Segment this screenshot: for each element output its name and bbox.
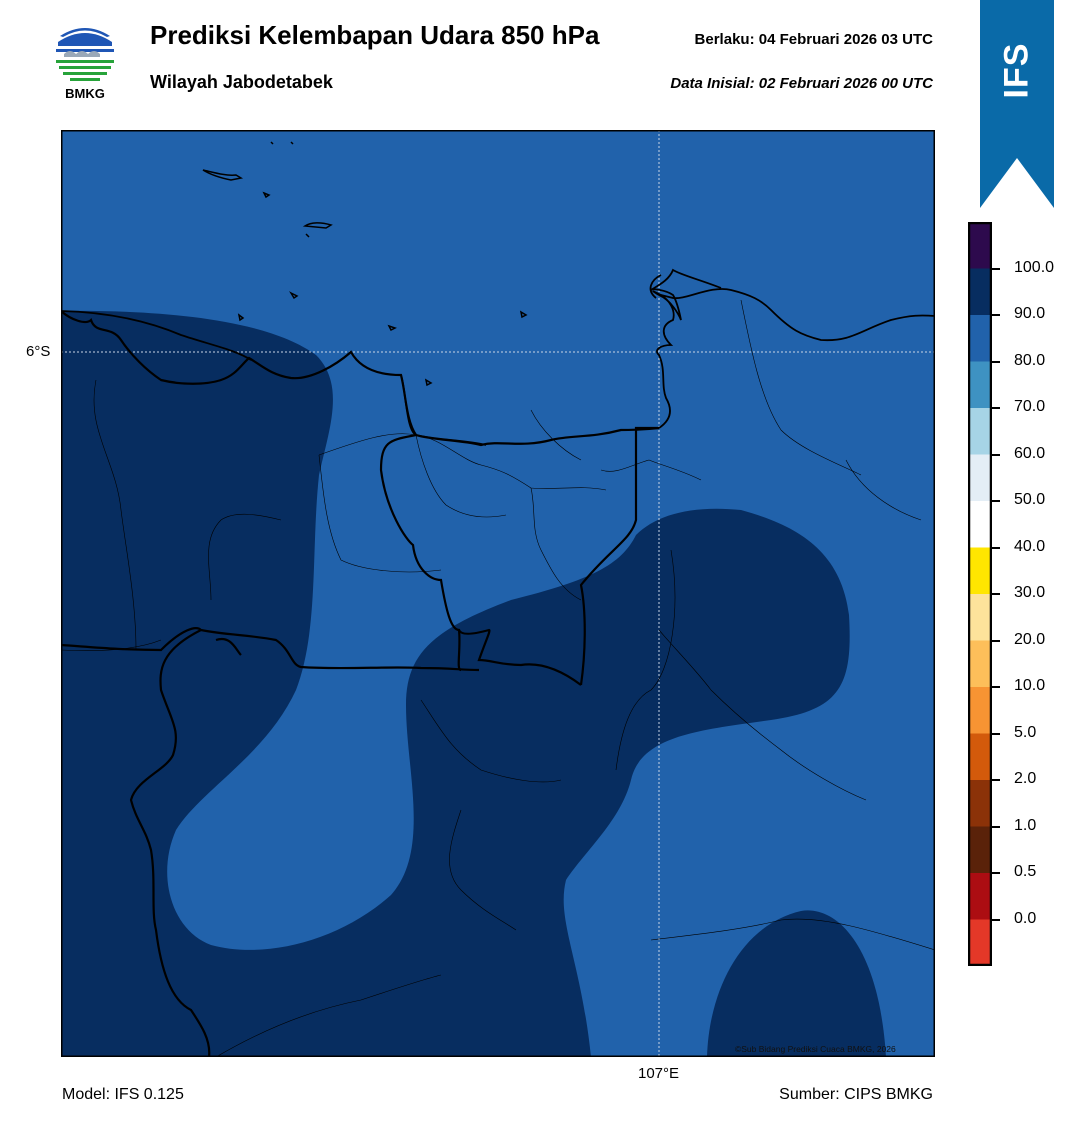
colorbar-tick-label: 20.0: [1014, 630, 1046, 648]
colorbar-tick: [992, 360, 1000, 363]
colorbar-tick-label: 40.0: [1014, 537, 1046, 555]
colorbar-segment: [968, 547, 992, 595]
province-boundaries: [61, 310, 660, 1057]
ifs-label: IFS: [997, 42, 1036, 98]
map-subtitle: Wilayah Jabodetabek: [150, 72, 333, 92]
copyright-text: ©Sub Bidang Prediksi Cuaca BMKG, 2026: [735, 1044, 896, 1054]
humidity-colorbar: [968, 222, 992, 966]
colorbar-segment: [968, 733, 992, 781]
colorbar-tick: [992, 267, 1000, 270]
colorbar-tick: [992, 500, 1000, 502]
humidity-map: [61, 130, 935, 1057]
colorbar-tick: [992, 639, 1000, 642]
colorbar-tick: [992, 593, 1000, 595]
colorbar-tick-label: 2.0: [1014, 770, 1037, 787]
colorbar-segment: [968, 501, 992, 548]
colorbar-segment: [968, 408, 992, 455]
colorbar-tick-label: 0.0: [1014, 909, 1037, 927]
colorbar-tick-label: 5.0: [1014, 723, 1037, 741]
colorbar-tick: [992, 825, 1000, 828]
colorbar-tick: [992, 779, 1000, 781]
colorbar-tick-label: 10.0: [1014, 677, 1046, 694]
ifs-ribbon-badge: [980, 0, 1054, 208]
logo-text: BMKG: [65, 86, 105, 101]
colorbar-tick-label: 80.0: [1014, 351, 1046, 369]
colorbar-segment: [968, 687, 992, 734]
colorbar-tick-label: 70.0: [1014, 398, 1046, 415]
colorbar-tick: [992, 686, 1000, 688]
latitude-label: 6°S: [26, 343, 51, 360]
colorbar-segment: [968, 780, 992, 827]
colorbar-tick-label: 1.0: [1014, 816, 1037, 834]
colorbar-segment: [968, 594, 992, 641]
colorbar-segment: [968, 361, 992, 409]
coastline: [61, 268, 935, 446]
humidity-90-100-region-southeast: [707, 910, 886, 1057]
colorbar-tick-label: 100.0: [1014, 258, 1055, 276]
colorbar-tick: [992, 314, 1000, 316]
colorbar-tick: [992, 546, 1000, 549]
colorbar-border: [968, 222, 992, 966]
colorbar-segment: [968, 315, 992, 362]
humidity-90-100-region-west: [61, 310, 850, 1057]
colorbar-segment: [968, 454, 992, 502]
map-title: Prediksi Kelembapan Udara 850 hPa: [150, 20, 600, 50]
colorbar-tick: [992, 872, 1000, 874]
init-time: Data Inisial: 02 Februari 2026 00 UTC: [670, 75, 933, 92]
bmkg-logo-icon: [56, 24, 114, 82]
colorbar-tick-label: 90.0: [1014, 305, 1046, 322]
colorbar-tick: [992, 732, 1000, 735]
colorbar-segment: [968, 640, 992, 688]
colorbar-tick-label: 30.0: [1014, 584, 1046, 601]
ifs-badge-text: IFS: [980, 0, 1054, 140]
colorbar-segment: [968, 222, 992, 269]
colorbar-segment: [968, 826, 992, 874]
longitude-label: 107°E: [638, 1065, 680, 1082]
model-info: Model: IFS 0.125: [62, 1086, 184, 1103]
source-info: Sumber: CIPS BMKG: [779, 1086, 933, 1103]
colorbar-tick: [992, 918, 1000, 921]
valid-time: Berlaku: 04 Februari 2026 03 UTC: [694, 31, 933, 48]
colorbar-tick: [992, 407, 1000, 409]
colorbar-tick-label: 0.5: [1014, 863, 1037, 880]
islands: [202, 141, 528, 387]
colorbar-tick-label: 50.0: [1014, 491, 1046, 508]
admin-boundaries: [61, 299, 935, 1057]
colorbar-segment: [968, 268, 992, 316]
colorbar-segment: [968, 873, 992, 920]
colorbar-segment: [968, 919, 992, 966]
colorbar-tick: [992, 453, 1000, 456]
colorbar-tick-label: 60.0: [1014, 444, 1046, 462]
